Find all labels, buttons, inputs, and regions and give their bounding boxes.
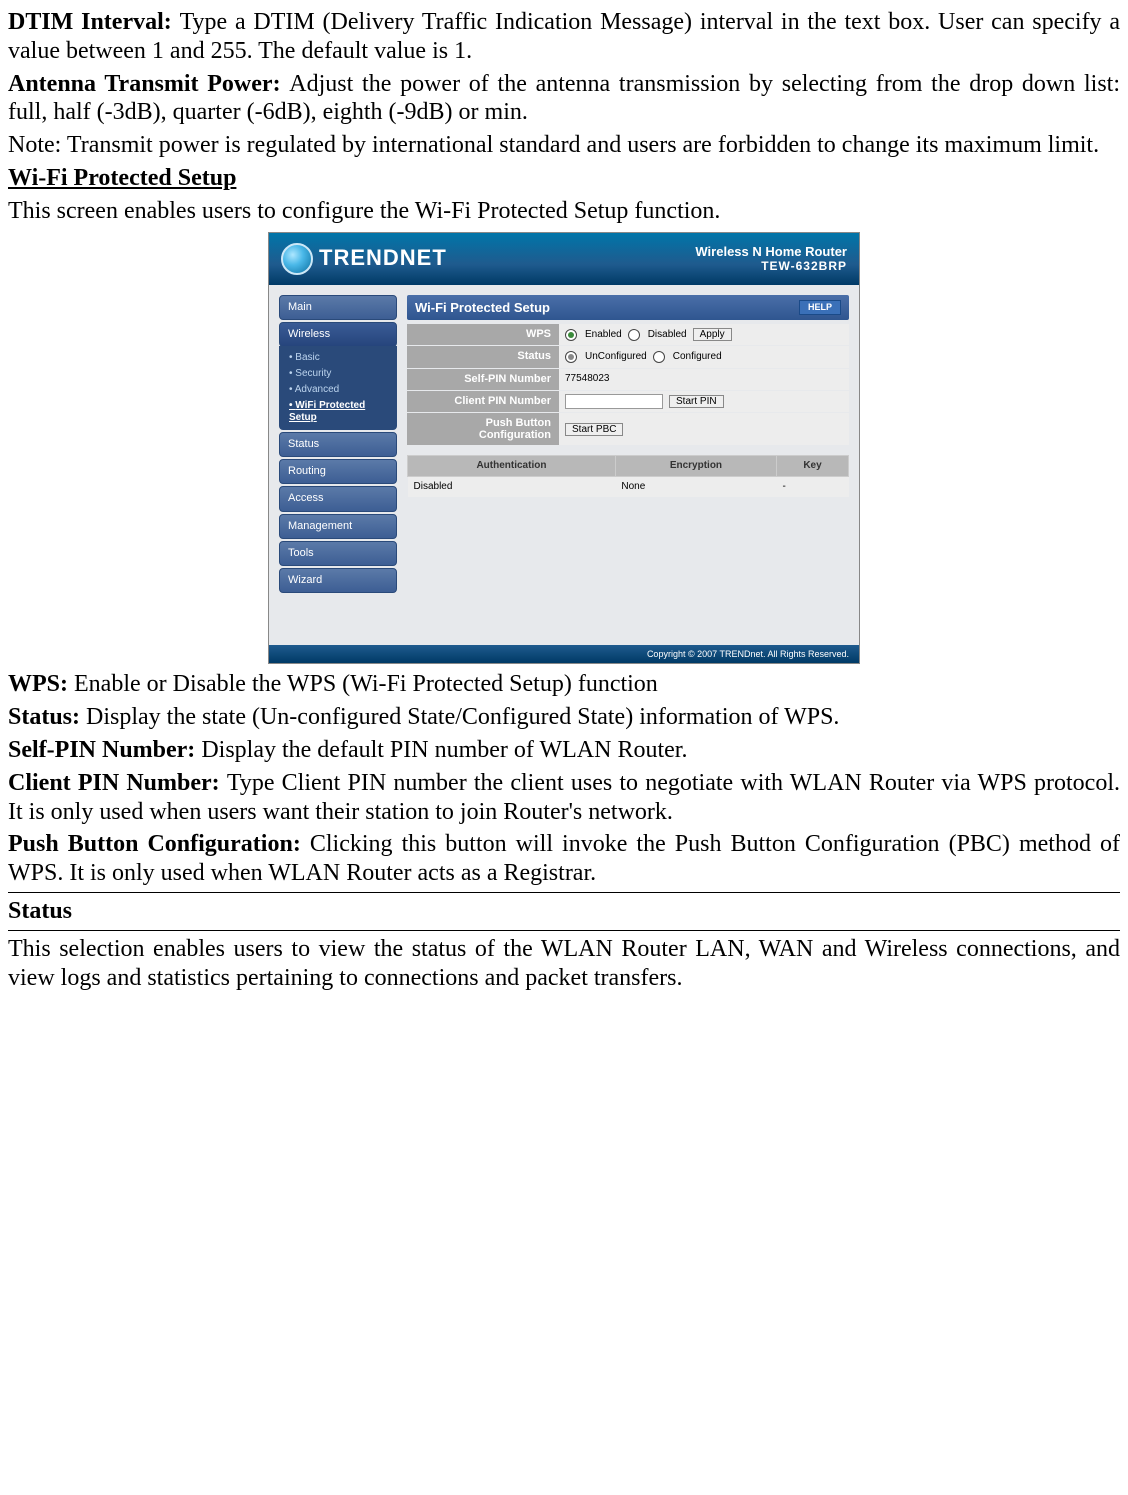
radio-configured-label: Configured [673, 351, 722, 363]
heading-status: Status [8, 897, 1120, 926]
subnav-wps[interactable]: • WiFi Protected Setup [289, 398, 391, 426]
row-selfpin: Self-PIN Number 77548023 [407, 369, 849, 390]
grid-h1: Authentication [408, 456, 616, 477]
label-clientpin-def: Client PIN Number: [8, 770, 227, 796]
data-grid: Authentication Encryption Key Disabled N… [407, 455, 849, 497]
grid-r1c2: None [615, 477, 776, 498]
subnav-basic-label: Basic [295, 352, 319, 363]
grid-h3: Key [777, 456, 849, 477]
row-pbc: Push Button Configuration Start PBC [407, 413, 849, 445]
value-pbc-row: Start PBC [559, 413, 849, 445]
nav-main[interactable]: Main [279, 295, 397, 320]
label-wps-row: WPS [407, 324, 559, 345]
row-clientpin: Client PIN Number Start PIN [407, 391, 849, 412]
help-button[interactable]: HELP [799, 300, 841, 315]
startpbc-button[interactable]: Start PBC [565, 423, 623, 436]
text-wps-def: Enable or Disable the WPS (Wi-Fi Protect… [74, 671, 658, 697]
label-status-row: Status [407, 346, 559, 367]
label-wps-def: WPS: [8, 671, 74, 697]
nav-access[interactable]: Access [279, 486, 397, 511]
clientpin-input[interactable] [565, 394, 663, 409]
radio-configured[interactable] [653, 351, 665, 363]
form-area: WPS Enabled Disabled Apply Status UnConf… [407, 324, 849, 445]
ui-header: TRENDNET Wireless N Home Router TEW-632B… [269, 233, 859, 285]
label-pbc-row: Push Button Configuration [407, 413, 559, 445]
text-selfpin-def: Display the default PIN number of WLAN R… [201, 737, 687, 763]
nav-routing[interactable]: Routing [279, 459, 397, 484]
divider-1 [8, 892, 1120, 893]
nav-wireless[interactable]: Wireless [279, 322, 397, 347]
heading-wps: Wi-Fi Protected Setup [8, 164, 1120, 193]
value-selfpin-row: 77548023 [559, 369, 849, 390]
nav-management[interactable]: Management [279, 514, 397, 539]
heading-wps-text: Wi-Fi Protected Setup [8, 165, 236, 191]
panel-title: Wi-Fi Protected Setup [415, 300, 550, 316]
divider-2 [8, 930, 1120, 931]
value-status-row: UnConfigured Configured [559, 346, 849, 367]
product-model: TEW-632BRP [695, 259, 847, 273]
value-wps-row: Enabled Disabled Apply [559, 324, 849, 345]
grid-h2: Encryption [615, 456, 776, 477]
para-clientpin-def: Client PIN Number: Type Client PIN numbe… [8, 769, 1120, 827]
grid-r1c1: Disabled [408, 477, 616, 498]
label-selfpin-row: Self-PIN Number [407, 369, 559, 390]
label-pbc-def: Push Button Configuration: [8, 831, 310, 857]
subnav-basic[interactable]: • Basic [289, 350, 391, 366]
para-status-desc: This selection enables users to view the… [8, 935, 1120, 993]
para-dtim: DTIM Interval: Type a DTIM (Delivery Tra… [8, 8, 1120, 66]
subnav-wps-label: WiFi Protected Setup [289, 400, 365, 423]
radio-enabled-label: Enabled [585, 329, 622, 341]
nav-tools[interactable]: Tools [279, 541, 397, 566]
para-note: Note: Transmit power is regulated by int… [8, 131, 1120, 160]
subnav-advanced[interactable]: • Advanced [289, 382, 391, 398]
radio-unconfigured-label: UnConfigured [585, 351, 647, 363]
nav-wizard[interactable]: Wizard [279, 568, 397, 593]
radio-disabled-label: Disabled [648, 329, 687, 341]
subnav-security[interactable]: • Security [289, 366, 391, 382]
para-pbc-def: Push Button Configuration: Clicking this… [8, 830, 1120, 888]
panel-title-bar: Wi-Fi Protected Setup HELP [407, 295, 849, 321]
brand-text: TRENDNET [319, 245, 447, 271]
para-status-def: Status: Display the state (Un-configured… [8, 703, 1120, 732]
content-panel: Wi-Fi Protected Setup HELP WPS Enabled D… [407, 295, 849, 605]
startpin-button[interactable]: Start PIN [669, 395, 724, 408]
row-wps: WPS Enabled Disabled Apply [407, 324, 849, 345]
router-screenshot: TRENDNET Wireless N Home Router TEW-632B… [268, 232, 860, 665]
nav-status[interactable]: Status [279, 432, 397, 457]
para-wps-def: WPS: Enable or Disable the WPS (Wi-Fi Pr… [8, 670, 1120, 699]
sidebar: Main Wireless • Basic • Security • Advan… [279, 295, 397, 605]
text-status-def: Display the state (Un-configured State/C… [86, 704, 839, 730]
label-status-def: Status: [8, 704, 86, 730]
subnav: • Basic • Security • Advanced • WiFi Pro… [279, 346, 397, 430]
brand: TRENDNET [281, 243, 447, 275]
product-name: Wireless N Home Router [695, 244, 847, 260]
value-clientpin-row: Start PIN [559, 391, 849, 412]
radio-enabled[interactable] [565, 329, 577, 341]
para-selfpin-def: Self-PIN Number: Display the default PIN… [8, 736, 1120, 765]
subnav-security-label: Security [295, 368, 331, 379]
para-antenna: Antenna Transmit Power: Adjust the power… [8, 70, 1120, 128]
grid-row-1: Disabled None - [408, 477, 849, 498]
grid-r1c3: - [777, 477, 849, 498]
label-antenna: Antenna Transmit Power: [8, 71, 289, 97]
brand-logo-icon [281, 243, 313, 275]
subnav-advanced-label: Advanced [295, 384, 339, 395]
ui-footer: Copyright © 2007 TRENDnet. All Rights Re… [269, 645, 859, 664]
para-wps-intro: This screen enables users to configure t… [8, 197, 1120, 226]
selfpin-value: 77548023 [565, 373, 610, 385]
ui-body: Main Wireless • Basic • Security • Advan… [269, 285, 859, 645]
label-dtim: DTIM Interval: [8, 9, 180, 35]
apply-button[interactable]: Apply [693, 328, 732, 341]
heading-status-text: Status [8, 898, 72, 924]
label-selfpin-def: Self-PIN Number: [8, 737, 201, 763]
label-clientpin-row: Client PIN Number [407, 391, 559, 412]
radio-disabled[interactable] [628, 329, 640, 341]
row-status: Status UnConfigured Configured [407, 346, 849, 367]
radio-unconfigured[interactable] [565, 351, 577, 363]
grid-header-row: Authentication Encryption Key [408, 456, 849, 477]
product-text: Wireless N Home Router TEW-632BRP [695, 244, 847, 274]
